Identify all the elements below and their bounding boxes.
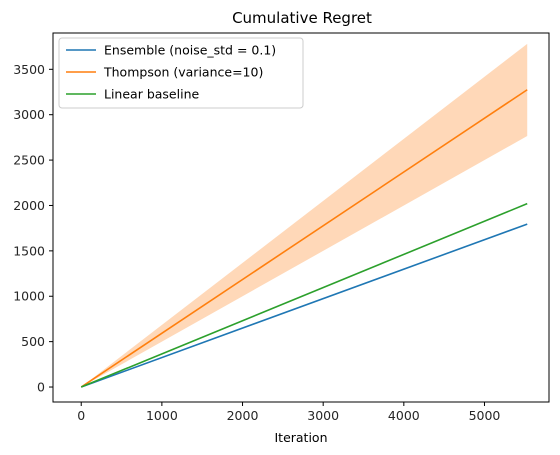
x-axis-label: Iteration <box>274 430 327 445</box>
x-tick-label: 0 <box>77 408 85 423</box>
axes-frame <box>52 32 550 403</box>
chart-title: Cumulative Regret <box>232 9 372 27</box>
x-tick-label: 2000 <box>227 408 259 423</box>
series-0-line <box>80 223 528 388</box>
y-tick-label: 1500 <box>13 243 45 258</box>
x-tick-label: 4000 <box>388 408 420 423</box>
series-2-line <box>80 202 528 388</box>
y-tick-label: 3000 <box>13 107 45 122</box>
y-tick-label: 0 <box>37 380 45 395</box>
legend: Ensemble (noise_std = 0.1) Thompson (vari… <box>58 37 304 109</box>
y-tick-label: 2000 <box>13 198 45 213</box>
y-tick-label: 3500 <box>13 62 45 77</box>
axis-ticks: 0 1000 2000 3000 4000 5000 0 500 1000 1500 2000 250… <box>13 62 500 423</box>
series-1-confidence-band <box>81 43 528 388</box>
legend-box <box>58 37 304 109</box>
x-tick-label: 5000 <box>469 408 501 423</box>
y-tick-label: 500 <box>21 334 45 349</box>
series-1-line <box>80 89 528 388</box>
y-tick-label: 2500 <box>13 153 45 168</box>
legend-entry-2: Linear baseline <box>104 87 199 102</box>
legend-entry-1: Thompson (variance=10) <box>103 65 263 80</box>
x-tick-label: 1000 <box>146 408 178 423</box>
x-tick-label: 3000 <box>307 408 339 423</box>
legend-entry-0: Ensemble (noise_std = 0.1) <box>104 43 276 58</box>
plot-area <box>80 43 528 388</box>
y-tick-label: 1000 <box>13 289 45 304</box>
